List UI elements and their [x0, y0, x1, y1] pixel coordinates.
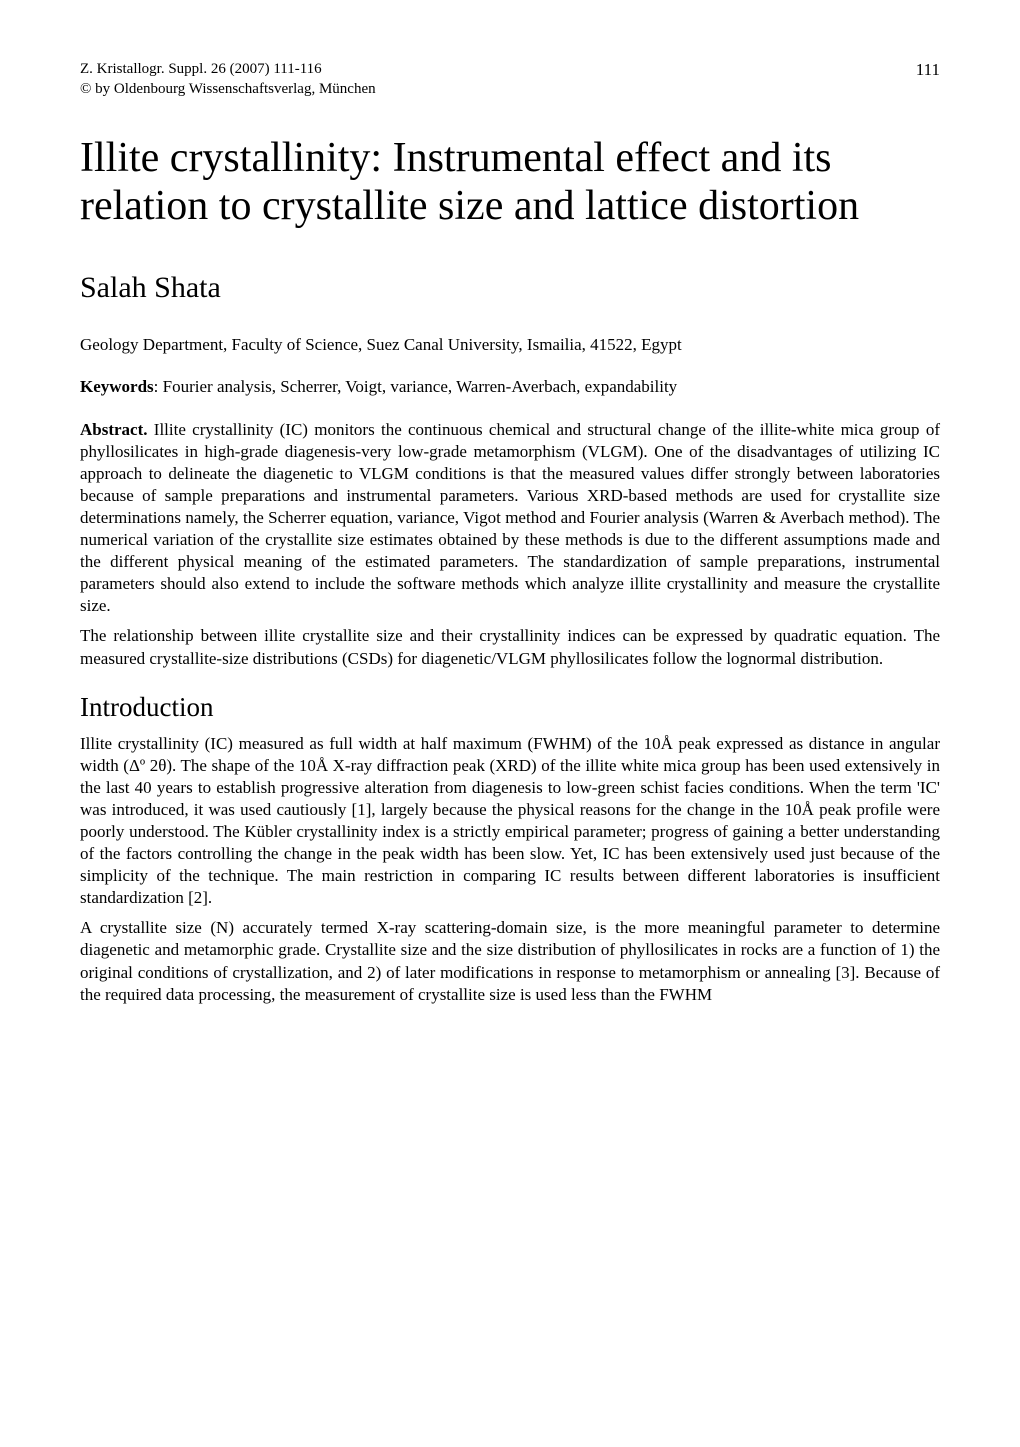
author-affiliation: Geology Department, Faculty of Science, …: [80, 335, 940, 355]
page-header: Z. Kristallogr. Suppl. 26 (2007) 111-116…: [80, 60, 940, 99]
abstract-paragraph-1: Abstract. Illite crystallinity (IC) moni…: [80, 419, 940, 618]
article-title: Illite crystallinity: Instrumental effec…: [80, 134, 940, 231]
abstract-text-1: Illite crystallinity (IC) monitors the c…: [80, 420, 940, 616]
author-name: Salah Shata: [80, 271, 940, 305]
page-number: 111: [916, 60, 940, 80]
introduction-paragraph-2: A crystallite size (N) accurately termed…: [80, 917, 940, 1005]
keywords-line: Keywords: Fourier analysis, Scherrer, Vo…: [80, 377, 940, 397]
abstract-paragraph-2: The relationship between illite crystall…: [80, 625, 940, 669]
keywords-text: : Fourier analysis, Scherrer, Voigt, var…: [154, 377, 678, 396]
introduction-paragraph-1: Illite crystallinity (IC) measured as fu…: [80, 733, 940, 910]
copyright-line: © by Oldenbourg Wissenschaftsverlag, Mün…: [80, 81, 376, 97]
journal-info: Z. Kristallogr. Suppl. 26 (2007) 111-116…: [80, 60, 376, 99]
journal-citation: Z. Kristallogr. Suppl. 26 (2007) 111-116: [80, 61, 322, 77]
abstract-label: Abstract.: [80, 420, 148, 439]
section-heading-introduction: Introduction: [80, 692, 940, 723]
keywords-label: Keywords: [80, 377, 154, 396]
